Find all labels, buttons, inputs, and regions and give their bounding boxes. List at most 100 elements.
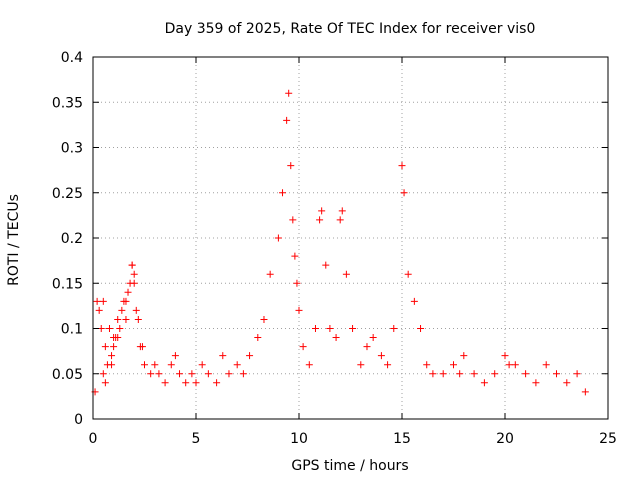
data-point	[108, 361, 116, 369]
data-point	[99, 297, 107, 305]
data-point	[456, 370, 464, 378]
data-point	[573, 370, 581, 378]
data-point	[522, 370, 530, 378]
data-point	[336, 216, 344, 224]
data-point	[450, 361, 457, 369]
data-point	[167, 361, 175, 369]
y-tick-label: 0.15	[52, 276, 83, 292]
data-point	[260, 315, 268, 323]
data-point	[501, 352, 509, 360]
data-point	[266, 270, 274, 278]
data-point	[114, 315, 122, 323]
x-tick-label: 20	[496, 431, 514, 447]
data-point	[105, 325, 113, 332]
data-point	[114, 334, 122, 342]
data-point	[322, 261, 330, 269]
data-point	[219, 352, 227, 360]
data-point	[349, 325, 357, 332]
data-point	[384, 361, 392, 369]
axis-ticks: 0 0.05 0.1 0.15 0.2 0.25 0.3 0.35 0.4 0 5 10 15 20 25	[52, 50, 617, 447]
data-point	[439, 370, 447, 378]
chart-title: Day 359 of 2025, Rate Of TEC Index for r…	[165, 21, 536, 37]
data-point	[429, 370, 437, 378]
data-point	[338, 207, 346, 215]
data-point	[357, 361, 365, 369]
data-point	[134, 315, 142, 323]
data-point	[563, 379, 571, 387]
data-point	[293, 279, 301, 287]
data-point	[283, 116, 291, 124]
data-point	[171, 352, 179, 360]
data-point	[326, 325, 334, 332]
data-point	[124, 288, 132, 296]
data-point	[491, 370, 499, 378]
data-point	[398, 162, 406, 170]
data-point	[342, 270, 350, 278]
data-point	[542, 361, 550, 369]
x-tick-label: 10	[290, 431, 308, 447]
data-point	[122, 315, 130, 323]
data-point	[254, 334, 262, 342]
y-tick-label: 0	[74, 412, 83, 428]
y-tick-label: 0.35	[52, 95, 83, 111]
data-point	[318, 207, 326, 215]
data-point	[363, 343, 371, 351]
y-tick-label: 0.3	[61, 141, 83, 157]
data-point	[130, 270, 138, 278]
data-point	[188, 370, 196, 378]
data-point	[182, 379, 190, 387]
data-point	[239, 370, 247, 378]
x-axis-label: GPS time / hours	[291, 458, 408, 474]
data-point	[295, 306, 303, 314]
data-point	[246, 352, 254, 360]
grid-lines	[93, 57, 608, 419]
data-point	[155, 370, 163, 378]
data-point	[99, 370, 107, 378]
data-point	[332, 334, 340, 342]
data-point	[511, 361, 519, 369]
data-point	[213, 379, 221, 387]
data-point	[417, 325, 425, 332]
data-point	[305, 361, 313, 369]
data-point	[404, 270, 412, 278]
data-point	[138, 343, 146, 351]
data-point	[287, 162, 295, 170]
data-point	[161, 379, 169, 387]
data-point	[289, 216, 297, 224]
x-tick-label: 5	[192, 431, 201, 447]
data-point	[147, 370, 155, 378]
data-point	[369, 334, 377, 342]
y-tick-label: 0.4	[61, 50, 83, 66]
data-point	[233, 361, 241, 369]
y-tick-label: 0.05	[52, 367, 83, 383]
data-point	[316, 216, 324, 224]
data-point	[480, 379, 488, 387]
data-point	[141, 361, 148, 369]
data-point	[279, 189, 287, 197]
x-tick-label: 15	[393, 431, 411, 447]
data-point	[505, 361, 513, 369]
data-point	[291, 252, 299, 260]
y-tick-label: 0.2	[61, 231, 83, 247]
y-axis-label: ROTI / TECUs	[6, 194, 22, 286]
data-point	[553, 370, 560, 378]
data-point	[101, 343, 109, 351]
y-tick-label: 0.25	[52, 186, 83, 202]
data-point	[400, 189, 408, 197]
data-point	[118, 306, 126, 314]
data-point	[101, 379, 109, 387]
data-point	[93, 297, 101, 305]
data-point	[532, 379, 540, 387]
data-point	[460, 352, 468, 360]
x-tick-label: 0	[89, 431, 98, 447]
x-tick-label: 25	[599, 431, 617, 447]
data-point	[128, 261, 136, 269]
data-point	[108, 352, 116, 360]
data-point	[130, 279, 138, 287]
data-point	[198, 361, 206, 369]
data-point	[95, 306, 103, 314]
data-point	[581, 388, 589, 396]
data-point	[299, 343, 307, 351]
data-point	[274, 234, 282, 242]
